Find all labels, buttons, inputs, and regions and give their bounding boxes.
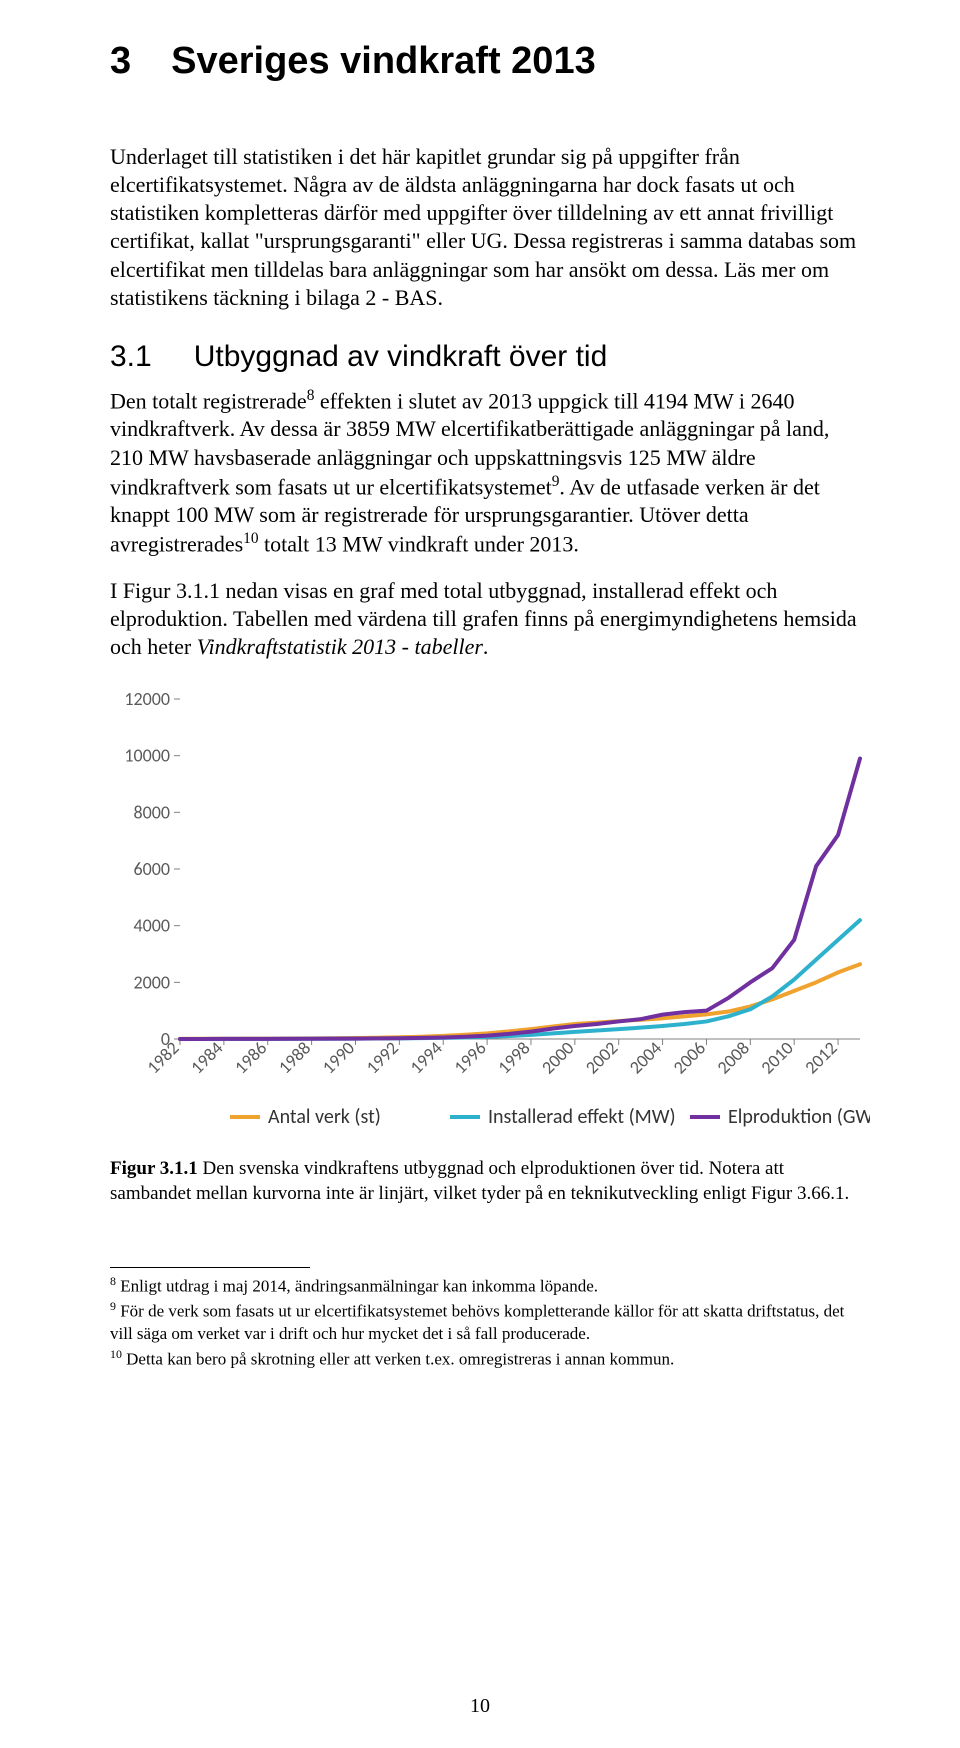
footnote: 10 Detta kan bero på skrotning eller att… [110,1347,860,1371]
figure-caption: Figur 3.1.1 Den svenska vindkraftens utb… [110,1157,860,1206]
x-tick-label: 1982 [142,1037,183,1078]
x-tick-label: 2000 [537,1037,578,1078]
text-run: Den totalt registrerade [110,388,307,413]
footnotes-block: 8 Enligt utdrag i maj 2014, ändringsanmä… [110,1274,860,1371]
x-tick-label: 1990 [318,1037,359,1078]
page-number: 10 [0,1695,960,1718]
text-run: totalt 13 MW vindkraft under 2013. [259,532,579,557]
footnote-number: 10 [110,1347,122,1361]
y-tick-label: 2000 [134,972,171,994]
footnote: 8 Enligt utdrag i maj 2014, ändringsanmä… [110,1274,860,1298]
chapter-heading: 3 Sveriges vindkraft 2013 [110,40,860,83]
text-run: . [483,634,489,659]
y-tick-label: 4000 [134,915,171,937]
doc-title-italic: Vindkraftstatistik 2013 - tabeller [197,634,483,659]
body-paragraph-2: I Figur 3.1.1 nedan visas en graf med to… [110,577,860,661]
legend-swatch [230,1115,260,1119]
legend-swatch [690,1115,720,1119]
legend-label: Antal verk (st) [268,1105,381,1129]
figure-caption-text: Den svenska vindkraftens utbyggnad och e… [110,1158,849,1204]
footnote-text: För de verk som fasats ut ur elcertifika… [110,1302,844,1343]
legend-label: Installerad effekt (MW) [488,1105,676,1129]
x-tick-label: 1994 [405,1037,446,1078]
footnote-separator [110,1267,310,1268]
x-tick-label: 2010 [756,1037,797,1078]
chart-container: 0200040006000800010000120001982198419861… [110,689,860,1139]
section-number: 3.1 [110,340,152,374]
x-tick-label: 1998 [493,1037,534,1078]
x-tick-label: 2006 [669,1037,710,1078]
x-tick-label: 2002 [581,1037,622,1078]
body-paragraph-1: Den totalt registrerade8 effekten i slut… [110,386,860,559]
x-tick-label: 2008 [712,1037,753,1078]
footnote: 9 För de verk som fasats ut ur elcertifi… [110,1299,860,1345]
x-tick-label: 2012 [800,1037,841,1078]
legend-label: Elproduktion (GWh) [728,1105,870,1129]
legend-swatch [450,1115,480,1119]
x-tick-label: 1988 [274,1037,315,1078]
x-tick-label: 1992 [362,1037,403,1078]
chapter-number: 3 [110,40,131,83]
footnote-text: Detta kan bero på skrotning eller att ve… [122,1350,674,1369]
x-tick-label: 1996 [449,1037,490,1078]
series-line [180,759,860,1039]
section-title: Utbyggnad av vindkraft över tid [194,340,608,374]
y-tick-label: 12000 [124,689,170,710]
intro-paragraph: Underlaget till statistiken i det här ka… [110,143,860,312]
figure-caption-label: Figur 3.1.1 [110,1158,198,1179]
footnote-ref-10: 10 [243,530,258,547]
x-tick-label: 1984 [186,1037,227,1078]
y-tick-label: 6000 [134,858,171,880]
x-tick-label: 1986 [230,1037,271,1078]
line-chart: 0200040006000800010000120001982198419861… [110,689,870,1139]
x-tick-label: 2004 [625,1037,666,1078]
section-heading: 3.1 Utbyggnad av vindkraft över tid [110,340,860,374]
y-tick-label: 10000 [124,745,170,767]
y-tick-label: 8000 [134,802,171,824]
footnote-text: Enligt utdrag i maj 2014, ändringsanmäln… [116,1276,598,1295]
chapter-title: Sveriges vindkraft 2013 [171,40,596,83]
